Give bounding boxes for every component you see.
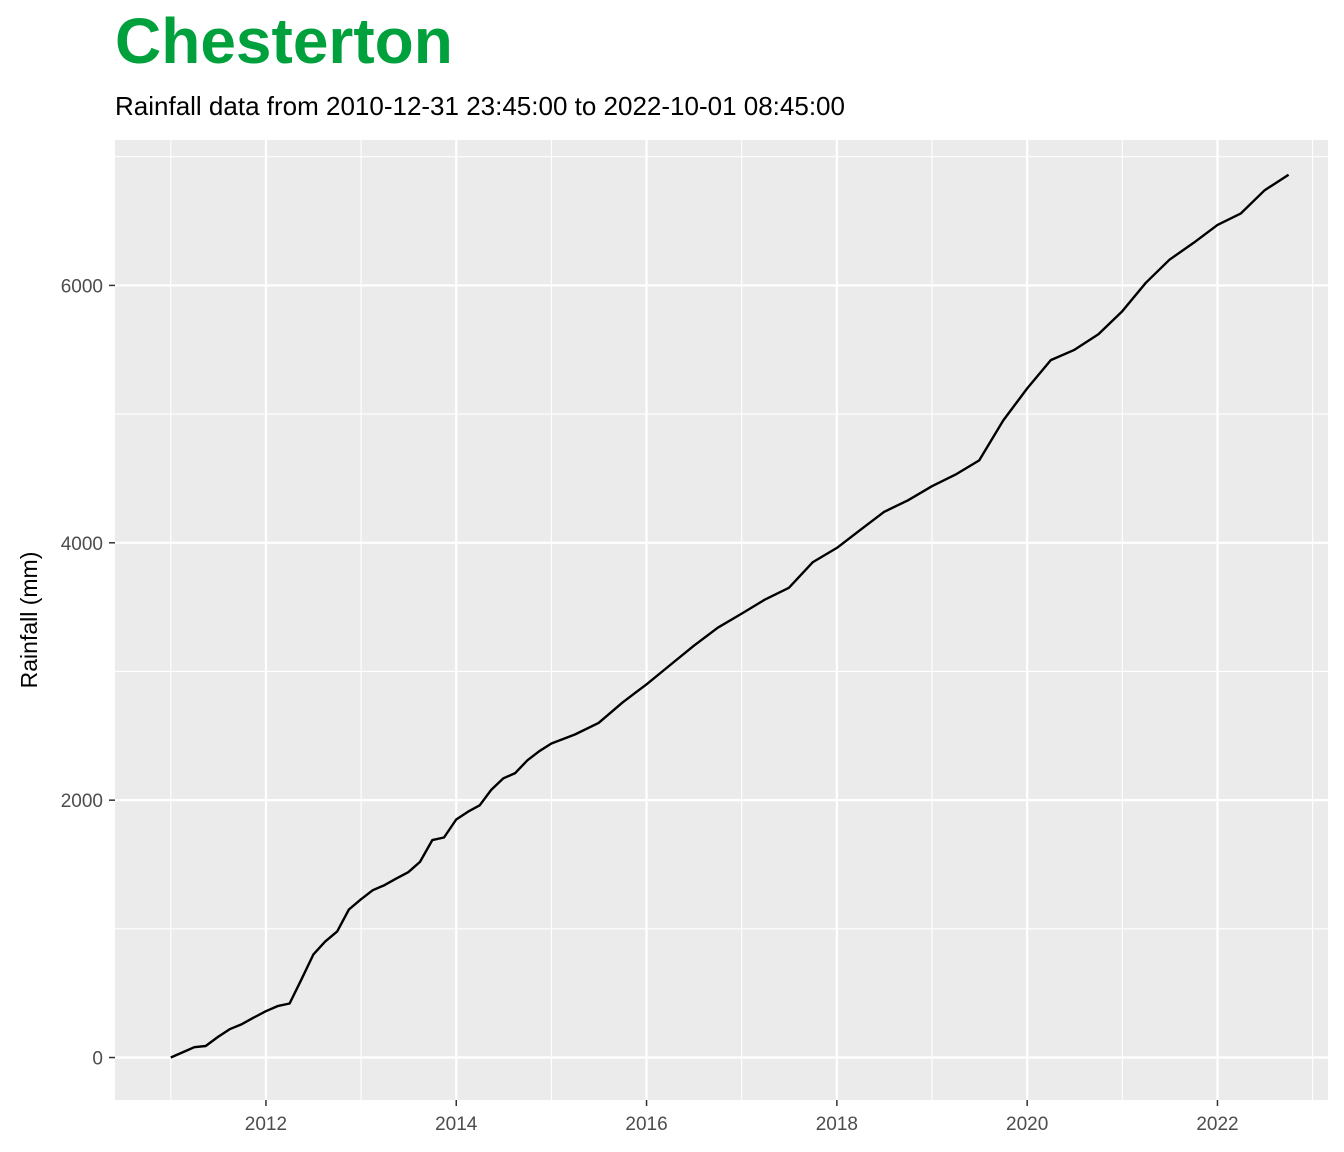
y-tick-labels: 0 2000 4000 6000 (61, 276, 103, 1069)
minor-grid (115, 140, 1328, 1100)
axis-ticks (109, 284, 1219, 1106)
y-tick-label: 4000 (61, 534, 103, 555)
page-title: Chesterton (115, 5, 453, 77)
x-tick-label: 2022 (1196, 1114, 1238, 1135)
plot-panel (115, 140, 1328, 1100)
y-axis-title: Rainfall (mm) (16, 552, 42, 689)
y-tick-label: 6000 (61, 276, 103, 297)
x-tick-label: 2018 (816, 1114, 858, 1135)
y-tick-label: 2000 (61, 791, 103, 812)
x-tick-labels: 2012 2014 2016 2018 2020 2022 (245, 1114, 1239, 1135)
x-tick-label: 2012 (245, 1114, 287, 1135)
major-grid (115, 140, 1328, 1100)
x-tick-label: 2020 (1006, 1114, 1048, 1135)
page-subtitle: Rainfall data from 2010-12-31 23:45:00 t… (115, 91, 845, 121)
x-tick-label: 2014 (435, 1114, 478, 1135)
x-tick-label: 2016 (625, 1114, 667, 1135)
y-tick-label: 0 (92, 1049, 103, 1070)
rainfall-line (170, 173, 1290, 1059)
